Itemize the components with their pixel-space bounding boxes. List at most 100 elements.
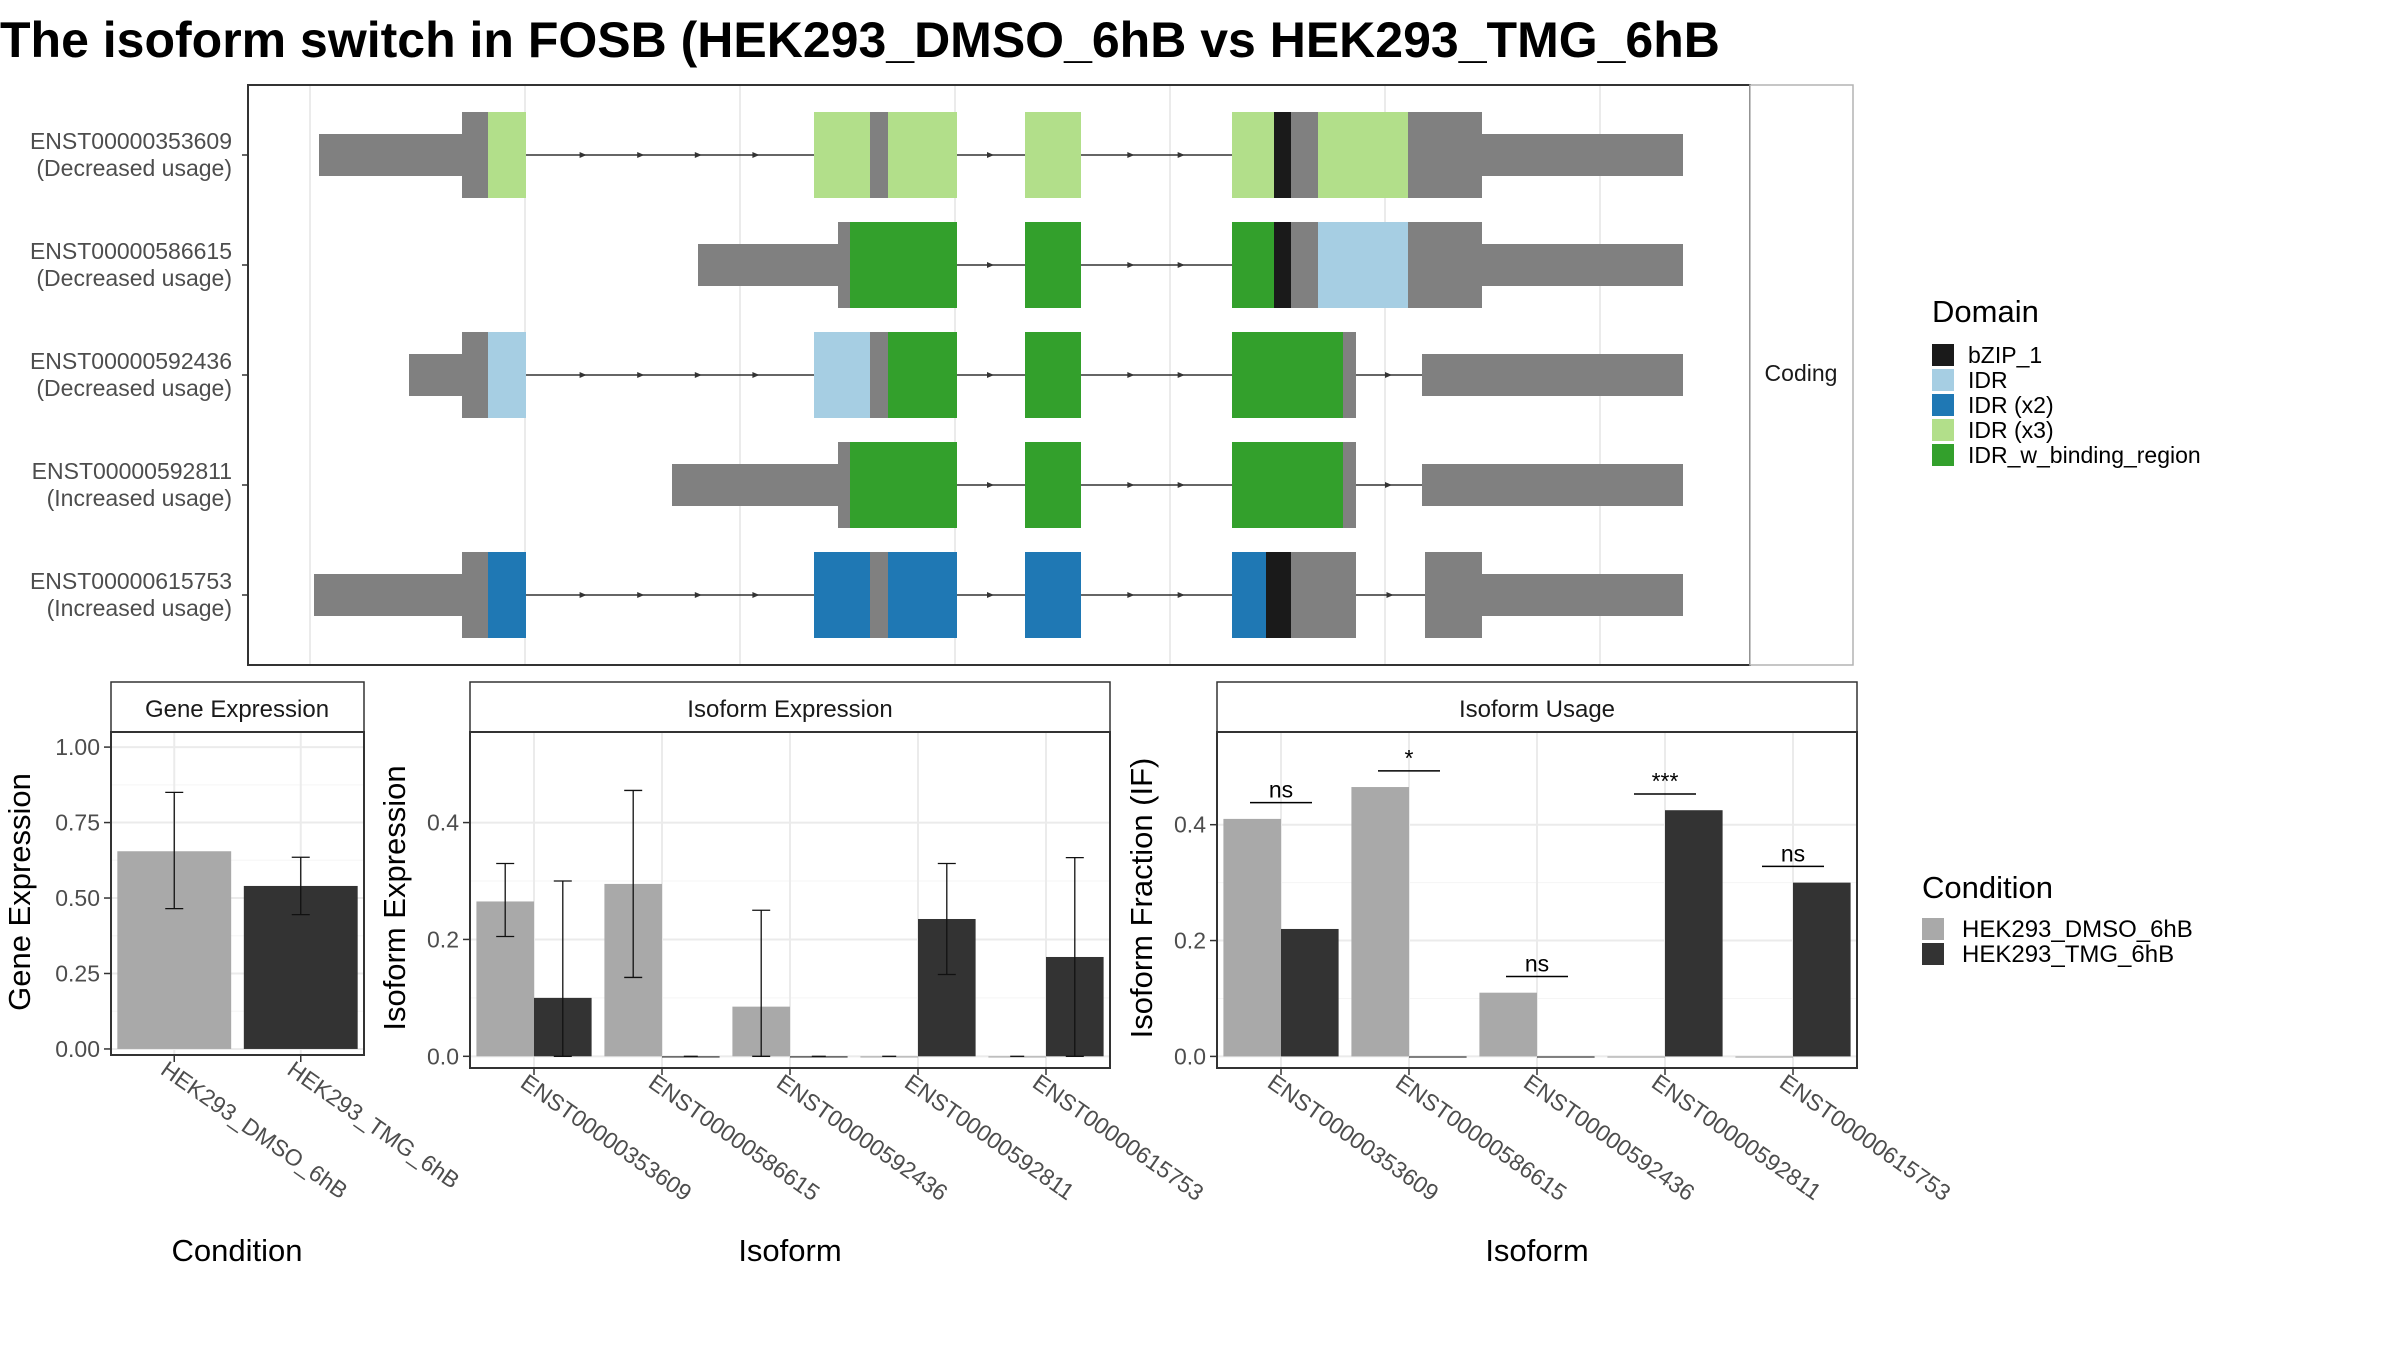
domain-block bbox=[488, 332, 526, 418]
gene-expression-y-label: Gene Expression bbox=[2, 773, 37, 1011]
coding-block bbox=[1291, 222, 1318, 308]
domain-block bbox=[1025, 112, 1081, 198]
domain-legend-swatch bbox=[1932, 444, 1954, 466]
domain-legend-label: IDR (x2) bbox=[1968, 392, 2054, 418]
domain-block bbox=[1025, 222, 1081, 308]
isoform-expression-x-label: Isoform bbox=[738, 1233, 841, 1268]
coding-block bbox=[1291, 112, 1318, 198]
bar bbox=[1735, 1056, 1793, 1058]
structure-facet-strip bbox=[1749, 84, 1854, 666]
structure-facet-label: Coding bbox=[1765, 360, 1838, 386]
condition-legend-swatch bbox=[1922, 918, 1944, 940]
bar bbox=[1223, 818, 1281, 1057]
utr-block bbox=[1482, 134, 1683, 176]
intron-arrow bbox=[1177, 592, 1185, 598]
utr-block bbox=[319, 134, 462, 176]
intron-arrow bbox=[637, 592, 645, 598]
domain-block bbox=[1274, 222, 1291, 308]
coding-block bbox=[1408, 222, 1482, 308]
bar bbox=[1351, 787, 1409, 1057]
domain-legend-label: bZIP_1 bbox=[1968, 342, 2042, 368]
isoform-usage-title: Isoform Usage bbox=[1459, 696, 1615, 723]
domain-legend-label: IDR_w_binding_region bbox=[1968, 442, 2201, 468]
intron-arrow bbox=[1177, 482, 1185, 488]
bar bbox=[1281, 928, 1339, 1057]
isoform-expression-y-label: Isoform Expression bbox=[377, 765, 412, 1030]
condition-legend-label: HEK293_DMSO_6hB bbox=[1962, 916, 2193, 943]
coding-block bbox=[870, 332, 888, 418]
bar bbox=[1607, 1056, 1665, 1058]
bar bbox=[1409, 1056, 1467, 1058]
y-tick-label: 0.50 bbox=[55, 885, 100, 911]
domain-block bbox=[1266, 552, 1291, 638]
intron-arrow bbox=[1386, 592, 1394, 598]
domain-block bbox=[814, 112, 870, 198]
bar bbox=[1537, 1056, 1595, 1058]
intron-arrow bbox=[987, 372, 994, 378]
y-tick-label: 0.75 bbox=[55, 810, 100, 836]
bar bbox=[1479, 992, 1537, 1057]
coding-block bbox=[838, 442, 850, 528]
coding-block bbox=[462, 332, 488, 418]
domain-block bbox=[814, 552, 870, 638]
isoform-expression-title: Isoform Expression bbox=[687, 696, 892, 723]
y-tick-label: 0.0 bbox=[427, 1043, 459, 1069]
coding-block bbox=[462, 552, 488, 638]
isoform-usage-strip bbox=[1216, 681, 1858, 733]
intron-arrow bbox=[1127, 262, 1135, 268]
domain-legend-label: IDR bbox=[1968, 367, 2008, 393]
intron-arrow bbox=[579, 592, 587, 598]
isoform-expression-panel: Isoform Expression Isoform Isoform Expre… bbox=[377, 681, 1209, 1268]
domain-legend-title: Domain bbox=[1932, 294, 2039, 329]
intron-arrow bbox=[1127, 152, 1135, 158]
isoform-usage-y-label: Isoform Fraction (IF) bbox=[1124, 758, 1159, 1039]
y-tick-label: 0.2 bbox=[427, 926, 459, 952]
intron-arrow bbox=[1127, 372, 1135, 378]
utr-block bbox=[698, 244, 838, 286]
y-tick-label: 0.0 bbox=[1174, 1043, 1206, 1069]
coding-block bbox=[870, 112, 888, 198]
domain-block bbox=[1274, 112, 1291, 198]
domain-block bbox=[1025, 552, 1081, 638]
utr-block bbox=[409, 354, 462, 396]
intron-arrow bbox=[1127, 482, 1135, 488]
isoform-usage-x-label: Isoform bbox=[1485, 1233, 1588, 1268]
intron-arrow bbox=[579, 372, 587, 378]
intron-arrow bbox=[987, 262, 994, 268]
intron-arrow bbox=[637, 152, 645, 158]
coding-block bbox=[1343, 442, 1356, 528]
isoform-expression-strip bbox=[469, 681, 1111, 733]
domain-block bbox=[1318, 112, 1408, 198]
domain-block bbox=[888, 552, 957, 638]
domain-block bbox=[488, 112, 526, 198]
utr-block bbox=[1482, 244, 1683, 286]
bar bbox=[1665, 810, 1723, 1057]
utr-block bbox=[1422, 464, 1683, 506]
coding-block bbox=[1291, 552, 1356, 638]
domain-block bbox=[850, 442, 957, 528]
gene-expression-title: Gene Expression bbox=[145, 696, 329, 723]
intron-arrow bbox=[1385, 372, 1392, 378]
domain-legend-swatch bbox=[1932, 394, 1954, 416]
isoform-structure-panel: ENST00000353609(Decreased usage)ENST0000… bbox=[30, 84, 1751, 666]
coding-block bbox=[838, 222, 850, 308]
coding-block bbox=[1425, 552, 1482, 638]
coding-block bbox=[870, 552, 888, 638]
domain-block bbox=[1232, 222, 1274, 308]
isoform-row-label: ENST00000592811 bbox=[32, 458, 232, 484]
plot-border bbox=[110, 731, 365, 1056]
intron-arrow bbox=[1177, 372, 1185, 378]
isoform-row-label: ENST00000353609 bbox=[30, 128, 232, 154]
utr-block bbox=[672, 464, 838, 506]
significance-label: ns bbox=[1269, 777, 1293, 803]
utr-block bbox=[1482, 574, 1683, 616]
intron-arrow bbox=[752, 372, 760, 378]
isoform-usage-panel: Isoform Usage Isoform Isoform Fraction (… bbox=[1124, 681, 1956, 1268]
y-tick-label: 1.00 bbox=[55, 734, 100, 760]
domain-block bbox=[1232, 112, 1274, 198]
isoform-row-label: ENST00000615753 bbox=[30, 568, 232, 594]
domain-block bbox=[1025, 442, 1081, 528]
utr-block bbox=[1422, 354, 1683, 396]
